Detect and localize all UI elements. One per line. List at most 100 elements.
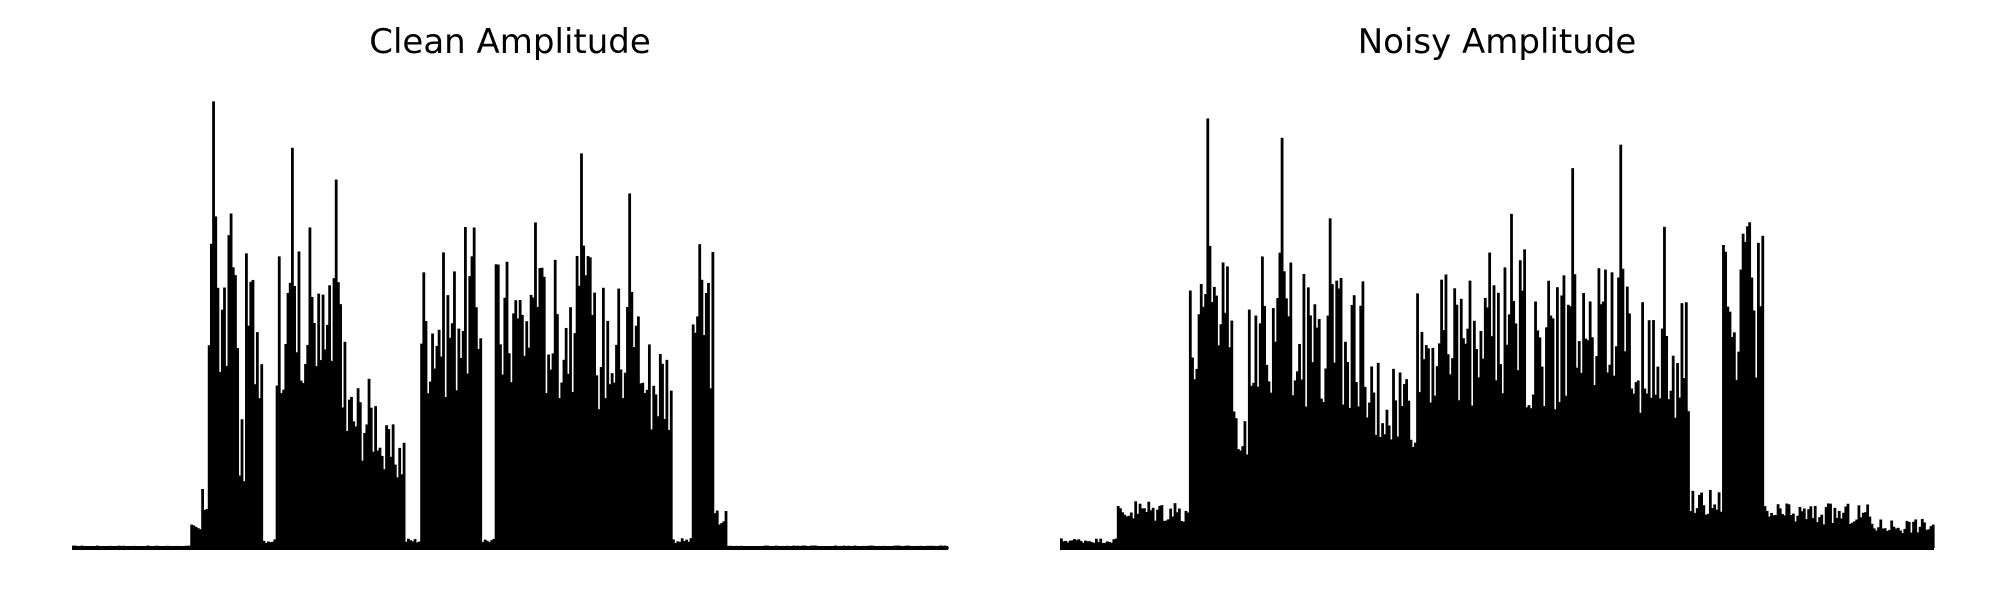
amplitude-bar: [1215, 295, 1218, 548]
amplitude-bar: [615, 344, 618, 548]
amplitude-bar: [1252, 382, 1256, 548]
amplitude-bar: [672, 539, 675, 548]
amplitude-bar: [1739, 269, 1743, 548]
amplitude-bar: [284, 344, 288, 548]
amplitude-bar: [1894, 528, 1898, 548]
amplitude-bar: [1171, 516, 1175, 548]
amplitude-bar: [422, 272, 426, 548]
amplitude-bar: [1315, 327, 1319, 548]
amplitude-bar: [1540, 366, 1544, 548]
amplitude-bar: [293, 285, 296, 548]
amplitude-bar: [245, 253, 248, 549]
amplitude-bar: [1923, 522, 1926, 548]
amplitude-bar: [1796, 515, 1800, 548]
amplitude-bar: [1086, 541, 1090, 548]
amplitude-bar: [1811, 518, 1815, 548]
amplitude-bar: [1267, 381, 1271, 548]
amplitude-bar: [1302, 273, 1306, 548]
amplitude-bar: [683, 541, 686, 548]
amplitude-bar: [323, 349, 327, 548]
amplitude-bar: [442, 252, 445, 548]
amplitude-bar: [1418, 392, 1422, 548]
amplitude-bar: [1066, 542, 1070, 548]
amplitude-bar: [1789, 514, 1793, 548]
amplitude-bar: [1282, 271, 1286, 548]
amplitude-bar: [201, 488, 204, 548]
amplitude-bar: [704, 292, 708, 548]
amplitude-bar: [339, 304, 342, 548]
amplitude-bar: [1798, 506, 1802, 548]
amplitude-bar: [334, 179, 338, 549]
amplitude-bar: [1103, 542, 1107, 548]
amplitude-bar: [711, 252, 715, 548]
amplitude-bar: [1826, 503, 1830, 548]
amplitude-bar: [1079, 540, 1083, 548]
amplitude-bar: [1278, 252, 1282, 548]
amplitude-bar: [1783, 515, 1787, 548]
amplitude-bar: [1728, 311, 1732, 548]
amplitude-bar: [1577, 341, 1581, 548]
amplitude-bar: [363, 432, 367, 548]
amplitude-bar: [1746, 226, 1749, 548]
amplitude-bar: [612, 382, 616, 548]
amplitude-bar: [428, 381, 432, 548]
amplitude-bar: [1191, 357, 1194, 548]
amplitude-bar: [1094, 538, 1098, 548]
amplitude-bar: [1442, 330, 1446, 548]
amplitude-bar: [1276, 298, 1280, 548]
amplitude-bar: [391, 424, 395, 548]
amplitude-bar: [516, 318, 520, 548]
amplitude-bar: [606, 320, 610, 548]
amplitude-bar: [1164, 520, 1168, 548]
amplitude-bar: [663, 418, 667, 548]
amplitude-bar: [1553, 409, 1557, 548]
amplitude-bar: [1112, 539, 1116, 548]
amplitude-bar: [669, 390, 673, 548]
amplitude-bar: [1630, 388, 1634, 548]
amplitude-bar: [1634, 382, 1638, 548]
amplitude-bar: [698, 244, 702, 548]
amplitude-bar: [586, 256, 590, 548]
amplitude-bar: [637, 316, 640, 548]
amplitude-bar: [468, 276, 472, 548]
amplitude-bar: [549, 369, 553, 548]
amplitude-bar: [1794, 521, 1797, 548]
amplitude-bar: [1232, 411, 1236, 548]
amplitude-bar: [382, 469, 386, 548]
amplitude-bar: [718, 524, 721, 548]
amplitude-bar: [593, 292, 597, 548]
amplitude-bar: [1621, 268, 1625, 548]
amplitude-bar: [1346, 362, 1350, 548]
amplitude-bar: [582, 245, 586, 548]
amplitude-bar: [1492, 285, 1496, 548]
amplitude-bar: [691, 324, 695, 548]
amplitude-bar: [680, 538, 684, 548]
amplitude-bar: [1857, 505, 1861, 548]
amplitude-bar: [1060, 538, 1063, 548]
amplitude-bar: [240, 419, 244, 548]
amplitude-bar: [1448, 374, 1452, 548]
amplitude-bar: [525, 321, 529, 548]
amplitude-bar: [264, 542, 268, 548]
amplitude-bar: [693, 332, 697, 548]
amplitude-bar: [1831, 522, 1835, 548]
amplitude-bar: [1927, 529, 1931, 548]
amplitude-bar: [297, 251, 301, 548]
amplitude-bar: [1280, 137, 1284, 548]
amplitude-bar: [1383, 434, 1387, 548]
amplitude-bar: [1678, 397, 1682, 548]
amplitude-bar: [1647, 320, 1651, 548]
amplitude-bar: [1219, 324, 1223, 548]
amplitude-bar: [1791, 513, 1795, 548]
amplitude-bar: [1663, 226, 1666, 548]
amplitude-bar: [1665, 336, 1669, 548]
amplitude-bar: [1680, 303, 1684, 548]
amplitude-bar: [1652, 320, 1655, 548]
amplitude-bar: [1610, 272, 1614, 548]
amplitude-bar: [1188, 290, 1192, 548]
amplitude-bar: [1389, 439, 1393, 548]
amplitude-bar: [1885, 531, 1889, 548]
amplitude-bar: [1285, 298, 1288, 548]
amplitude-bar: [1184, 510, 1188, 548]
amplitude-bar: [1324, 368, 1328, 548]
